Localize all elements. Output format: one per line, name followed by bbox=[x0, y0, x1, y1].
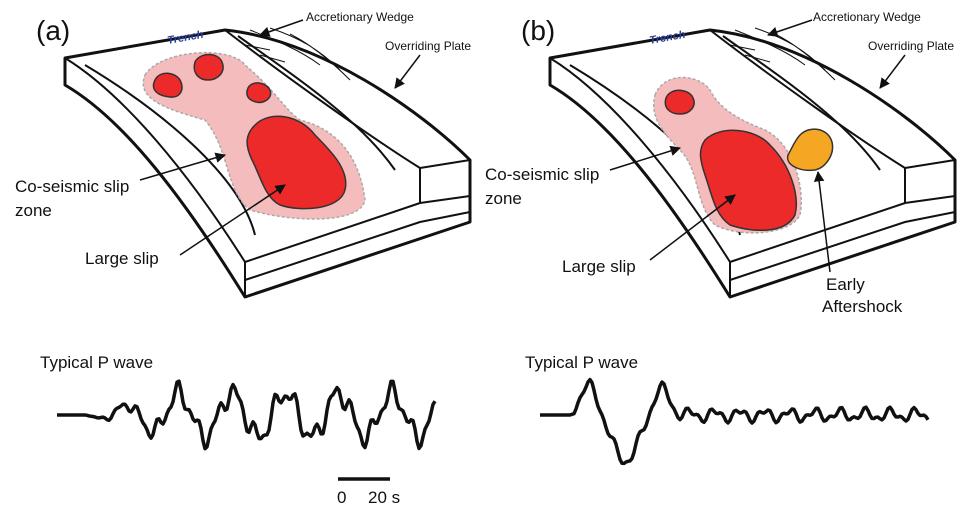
p-wave bbox=[57, 379, 437, 451]
arrow bbox=[879, 54, 906, 89]
scale-end: 20 s bbox=[368, 488, 400, 507]
large-slip-label: Large slip bbox=[562, 257, 636, 276]
slip-patch bbox=[664, 89, 695, 115]
arrow bbox=[767, 19, 813, 37]
panel-a: (a) Trench Accretionary Wedge Overriding… bbox=[15, 10, 472, 451]
slip-zone-label: zone bbox=[15, 201, 52, 220]
slip-patch bbox=[193, 53, 224, 81]
slip-zone-label: Co-seismic slip bbox=[15, 177, 129, 196]
large-slip-patch bbox=[246, 115, 347, 210]
arrow bbox=[813, 170, 831, 273]
scale-bar: 0 20 s bbox=[337, 477, 400, 507]
scale-start: 0 bbox=[337, 488, 346, 507]
plate-label: Overriding Plate bbox=[385, 39, 471, 53]
aftershock-patch bbox=[786, 128, 834, 172]
slip-patch bbox=[246, 82, 272, 104]
panel-label: (a) bbox=[36, 15, 70, 46]
slip-patch bbox=[152, 72, 183, 98]
arrow bbox=[259, 19, 304, 37]
slip-zone-label: Co-seismic slip bbox=[485, 165, 599, 184]
aftershock-label: Early bbox=[826, 275, 865, 294]
arrow bbox=[609, 145, 682, 171]
p-wave bbox=[540, 377, 930, 466]
wave-title: Typical P wave bbox=[40, 353, 153, 372]
arrow bbox=[394, 54, 421, 89]
large-slip-patch bbox=[699, 129, 797, 232]
large-slip-label: Large slip bbox=[85, 249, 159, 268]
panel-b: (b) Trench Accretionary Wedge Overriding… bbox=[485, 10, 957, 466]
wedge-label: Accretionary Wedge bbox=[306, 10, 414, 24]
plate-label: Overriding Plate bbox=[868, 39, 954, 53]
panel-label: (b) bbox=[521, 15, 555, 46]
wedge-label: Accretionary Wedge bbox=[813, 10, 921, 24]
arrow bbox=[139, 152, 227, 181]
arrow bbox=[179, 184, 286, 256]
wave-title: Typical P wave bbox=[525, 353, 638, 372]
slip-zone-label: zone bbox=[485, 189, 522, 208]
aftershock-label: Aftershock bbox=[822, 297, 903, 316]
arrow bbox=[649, 194, 736, 261]
